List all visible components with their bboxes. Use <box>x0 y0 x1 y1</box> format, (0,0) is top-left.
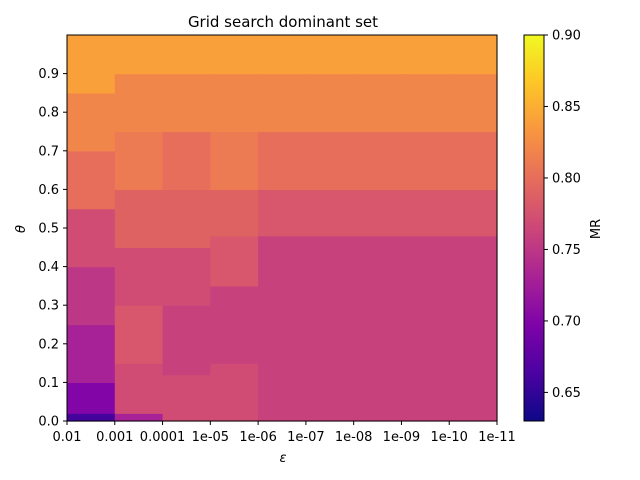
heatmap-cell-7-3 <box>401 131 450 190</box>
x-axis-label: ε <box>279 451 286 466</box>
heatmap-cell-2-2 <box>162 247 211 306</box>
heatmap-cell-3-4 <box>210 131 259 190</box>
heatmap-cell-0-0 <box>67 413 116 422</box>
heatmap-cell-7-4 <box>401 73 450 133</box>
heatmap-cell-4-2 <box>258 189 307 237</box>
heatmap-cell-2-6 <box>162 35 211 75</box>
colorbar-label: MR <box>589 219 604 239</box>
heatmap-cell-2-1 <box>162 305 211 376</box>
heatmap-cell-3-2 <box>210 235 259 287</box>
heatmap-cell-1-6 <box>114 73 164 133</box>
heatmap-cell-5-1 <box>305 235 355 364</box>
heatmap-cell-8-2 <box>449 189 498 237</box>
heatmap-cell-5-2 <box>305 189 355 237</box>
heatmap-cell-6-3 <box>353 131 403 190</box>
x-tick-label: 0.01 <box>53 430 82 445</box>
x-tick-label: 1e-07 <box>287 430 325 445</box>
heatmap-cell-1-4 <box>114 189 164 248</box>
heatmap-cell-7-2 <box>401 189 450 237</box>
x-tick-label: 1e-09 <box>383 430 421 445</box>
colorbar-ticks: 0.65 0.70 0.75 0.80 0.85 0.90 <box>544 29 581 401</box>
x-tick-label: 1e-08 <box>335 430 373 445</box>
y-tick-label: 0.9 <box>38 67 59 82</box>
heatmap-cell-6-1 <box>353 235 403 364</box>
heatmap-cell-0-2 <box>67 324 116 383</box>
x-tick-label: 0.0001 <box>140 430 186 445</box>
chart-title: Grid search dominant set <box>188 13 378 31</box>
colorbar-tick-label: 0.75 <box>552 243 581 258</box>
heatmap-cell-3-0 <box>210 363 259 422</box>
y-axis-label: θ <box>14 225 29 233</box>
heatmap-cell-5-0 <box>305 363 355 422</box>
heatmap-cell-5-5 <box>305 35 355 75</box>
heatmap-cell-7-5 <box>401 35 450 75</box>
heatmap-cell-5-3 <box>305 131 355 190</box>
heatmap-cell-0-3 <box>67 266 116 326</box>
heatmap-cell-3-3 <box>210 189 259 237</box>
colorbar-tick-label: 0.80 <box>552 171 581 186</box>
y-tick-label: 0.4 <box>38 260 59 275</box>
heatmap-cell-2-4 <box>162 131 211 190</box>
x-axis-ticks: 0.01 0.001 0.0001 1e-05 1e-06 1e-07 1e-08 1e-09… <box>53 421 516 445</box>
y-axis-ticks: 0.0 0.1 0.2 0.3 0.4 0.5 0.6 0.7 0.8 0.9 <box>38 67 67 430</box>
x-tick-label: 1e-06 <box>239 430 277 445</box>
y-tick-label: 0.5 <box>38 222 59 237</box>
x-tick-label: 1e-05 <box>192 430 230 445</box>
heatmap-cell-2-3 <box>162 189 211 248</box>
heatmap-cell-0-4 <box>67 208 116 268</box>
heatmap-cell-2-5 <box>162 73 211 133</box>
heatmap-cell-1-7 <box>114 35 164 75</box>
y-tick-label: 0.8 <box>38 106 59 121</box>
heatmap-cell-6-4 <box>353 73 403 133</box>
heatmap-cell-8-5 <box>449 35 498 75</box>
heatmap-cells <box>67 35 498 422</box>
y-tick-label: 0.6 <box>38 183 59 198</box>
y-tick-label: 0.1 <box>38 376 59 391</box>
heatmap-cell-4-1 <box>258 235 307 364</box>
heatmap-cell-0-7 <box>67 35 116 94</box>
heatmap-cell-4-5 <box>258 35 307 75</box>
y-tick-label: 0.0 <box>38 415 59 430</box>
heatmap-cell-6-0 <box>353 363 403 422</box>
colorbar-tick-label: 0.65 <box>552 386 581 401</box>
colorbar-tick-label: 0.90 <box>552 29 581 44</box>
heatmap-cell-3-5 <box>210 73 259 133</box>
heatmap-cell-0-1 <box>67 382 116 414</box>
heatmap-cell-7-1 <box>401 235 450 364</box>
x-tick-label: 1e-10 <box>430 430 468 445</box>
heatmap-cell-1-0 <box>114 413 164 422</box>
colorbar-tick-label: 0.85 <box>552 100 581 115</box>
heatmap-cell-8-0 <box>449 363 498 422</box>
heatmap-cell-7-0 <box>401 363 450 422</box>
heatmap-cell-3-1 <box>210 285 259 364</box>
heatmap-cell-6-2 <box>353 189 403 237</box>
y-tick-label: 0.2 <box>38 337 59 352</box>
x-tick-label: 0.001 <box>96 430 133 445</box>
heatmap-cell-4-3 <box>258 131 307 190</box>
heatmap-cell-0-6 <box>67 92 116 152</box>
x-tick-label: 1e-11 <box>478 430 516 445</box>
heatmap-cell-1-2 <box>114 305 164 364</box>
heatmap-cell-4-0 <box>258 363 307 422</box>
heatmap-cell-1-3 <box>114 247 164 306</box>
heatmap-cell-6-5 <box>353 35 403 75</box>
heatmap-cell-1-1 <box>114 363 164 414</box>
heatmap-cell-8-4 <box>449 73 498 133</box>
y-tick-label: 0.3 <box>38 299 59 314</box>
colorbar <box>523 34 545 422</box>
colorbar-tick-label: 0.70 <box>552 314 581 329</box>
heatmap-cell-3-6 <box>210 35 259 75</box>
heatmap-cell-4-4 <box>258 73 307 133</box>
heatmap-cell-1-5 <box>114 131 164 190</box>
heatmap-cell-8-3 <box>449 131 498 190</box>
y-tick-label: 0.7 <box>38 144 59 159</box>
heatmap-cell-5-4 <box>305 73 355 133</box>
heatmap-cell-2-0 <box>162 374 211 422</box>
heatmap-cell-8-1 <box>449 235 498 364</box>
heatmap-cell-0-5 <box>67 150 116 210</box>
